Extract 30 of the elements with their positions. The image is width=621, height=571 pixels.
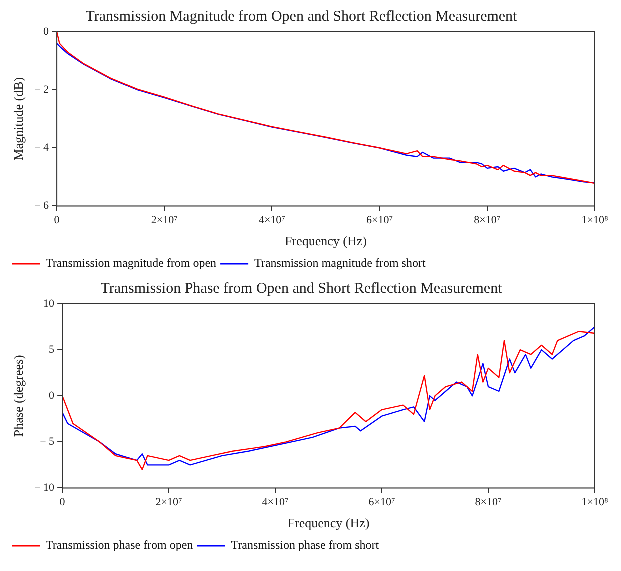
x-tick-label: 6×10⁷ (368, 496, 396, 509)
x-axis-title: Frequency (Hz) (288, 516, 370, 531)
legend-label: Transmission magnitude from open (46, 256, 217, 270)
y-tick-label: − 4 (34, 142, 50, 154)
y-tick-label: 0 (44, 26, 50, 38)
x-tick-label: 2×10⁷ (151, 214, 178, 227)
y-axis-title: Phase (degrees) (11, 355, 26, 438)
y-tick-label: 10 (44, 298, 56, 310)
legend-label: Transmission phase from open (46, 538, 194, 552)
x-tick-label: 0 (60, 496, 66, 509)
x-tick-label: 1×10⁸ (582, 214, 608, 227)
x-axis-title: Frequency (Hz) (285, 234, 367, 249)
y-axis-title: Magnitude (dB) (11, 77, 26, 161)
x-tick-label: 2×10⁷ (156, 496, 182, 509)
y-tick-label: 0 (49, 390, 56, 402)
x-tick-label: 8×10⁷ (474, 214, 501, 227)
y-tick-label: − 5 (40, 436, 56, 448)
chart-title: Transmission Phase from Open and Short Reflection Measurement (100, 280, 504, 297)
chart-title: Transmission Magnitude from Open and Short Reflection Measurement (86, 8, 518, 25)
y-tick-label: 5 (49, 344, 56, 356)
y-tick-label: − 6 (34, 200, 50, 212)
x-tick-label: 8×10⁷ (475, 496, 502, 509)
x-tick-label: 4×10⁷ (258, 214, 286, 227)
y-tick-label: − 10 (34, 482, 56, 494)
legend-label: Transmission phase from short (231, 538, 380, 552)
x-tick-label: 1×10⁸ (582, 496, 608, 509)
x-tick-label: 4×10⁷ (262, 496, 289, 509)
x-tick-label: 6×10⁷ (366, 214, 394, 227)
legend-label: Transmission magnitude from short (254, 256, 426, 270)
y-tick-label: − 2 (34, 84, 50, 96)
